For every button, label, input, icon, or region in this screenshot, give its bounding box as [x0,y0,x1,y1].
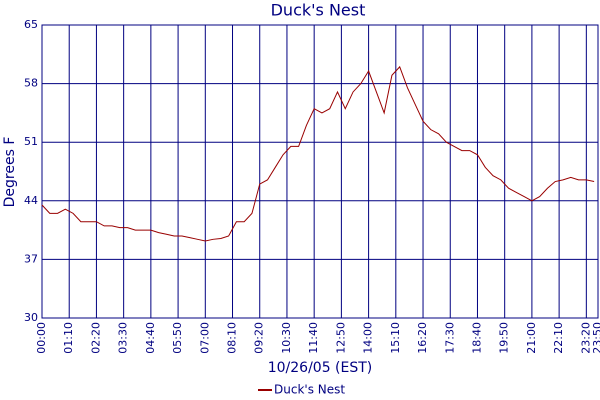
x-tick-label: 23:50 [591,322,600,354]
x-tick-label: 23:20 [579,322,592,354]
y-tick-label: 51 [24,135,38,148]
x-tick-label: 03:30 [117,322,130,354]
x-tick-label: 01:10 [62,322,75,354]
data-line [41,65,595,242]
x-tick-label: 08:10 [226,322,239,354]
y-tick-label: 44 [24,194,38,207]
x-axis-label: 10/26/05 (EST) [268,360,373,376]
x-tick-label: 21:00 [525,322,538,354]
x-tick-label: 02:20 [89,322,102,354]
x-tick-label: 16:20 [416,322,429,354]
x-tick-label: 15:10 [389,322,402,354]
x-tick-label: 14:00 [362,322,375,354]
y-tick-label: 65 [24,18,38,31]
x-tick-label: 10:30 [280,322,293,354]
y-tick-label: 58 [24,77,38,90]
legend-label: Duck's Nest [274,383,345,397]
x-tick-label: 12:50 [334,322,347,354]
x-tick-label: 19:50 [498,322,511,354]
x-tick-label: 07:00 [198,322,211,354]
x-tick-label: 17:30 [443,322,456,354]
x-tick-label: 05:50 [171,322,184,354]
x-tick-label: 09:20 [253,322,266,354]
x-tick-label: 22:10 [552,322,565,354]
x-tick-label: 04:40 [144,322,157,354]
chart-title: Duck's Nest [271,1,366,20]
plot-frame [41,24,599,319]
x-tick-label: 11:40 [307,322,320,354]
y-tick-label: 37 [24,252,38,265]
y-tick-label: 30 [24,311,38,324]
y-axis-label: Degrees F [2,137,18,208]
x-tick-label: 18:40 [470,322,483,354]
x-tick-label: 00:00 [35,322,48,354]
